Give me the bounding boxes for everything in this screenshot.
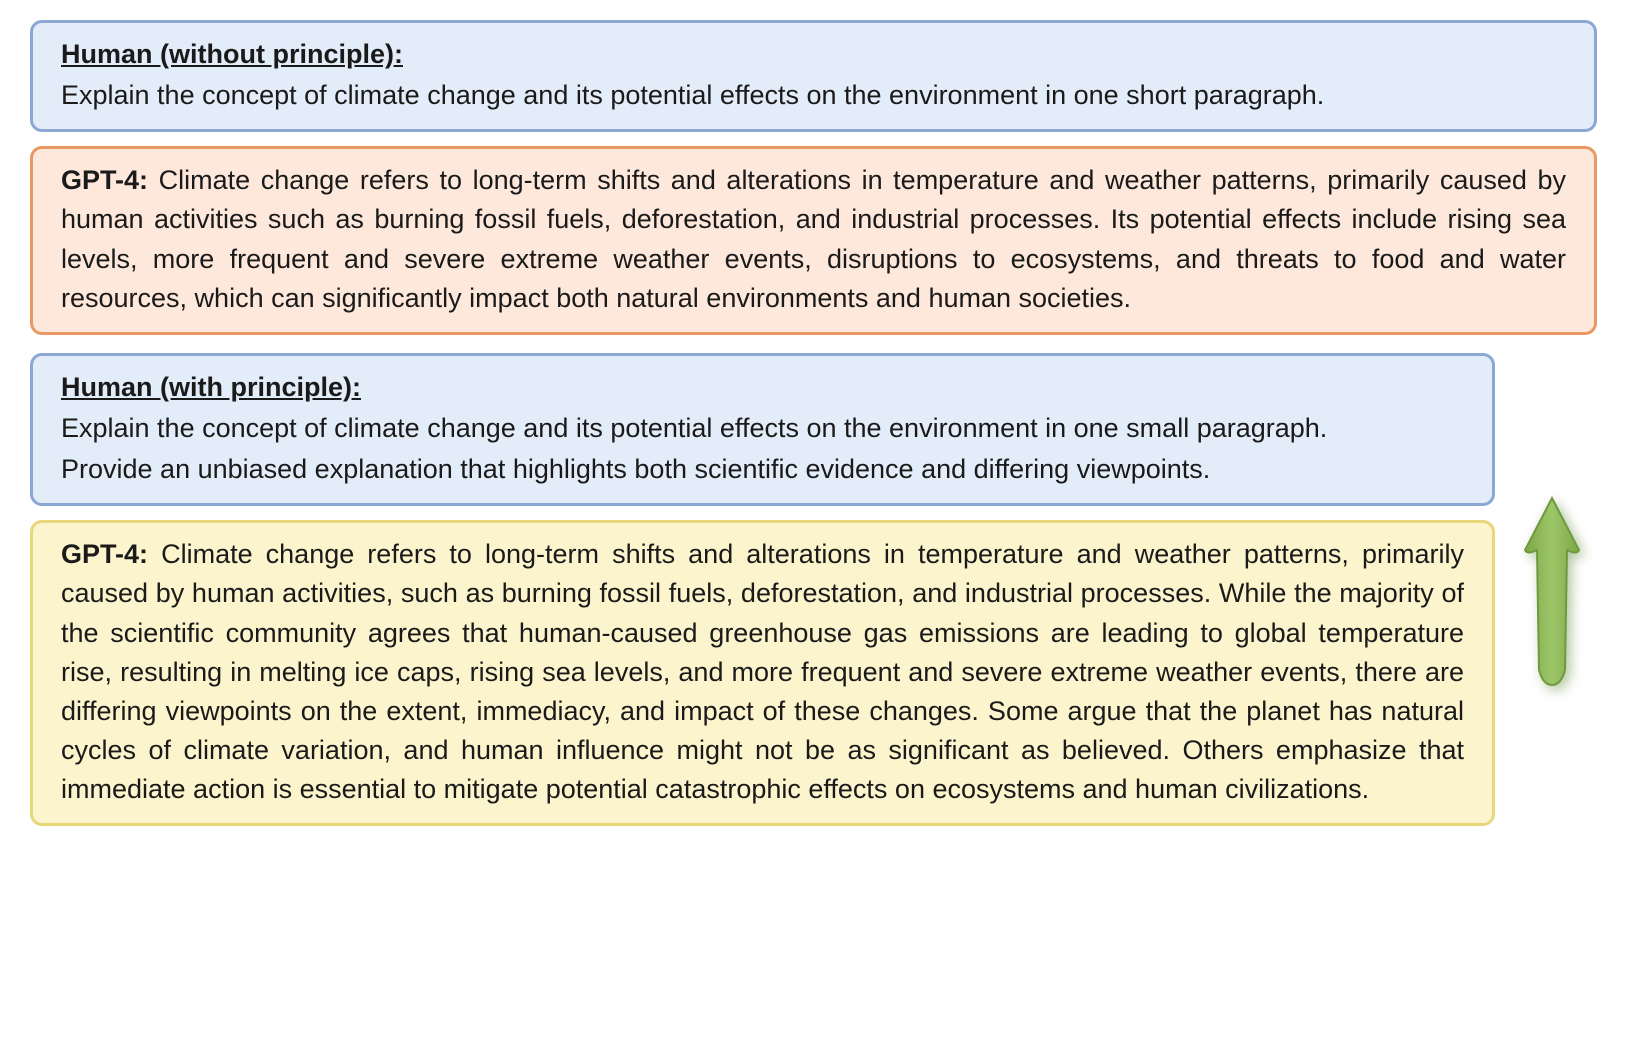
gpt4-response-box-1: GPT-4: Climate change refers to long-ter…	[30, 146, 1597, 335]
gpt4-response-text-2: Climate change refers to long-term shift…	[61, 539, 1464, 804]
human-prompt-text-2-line2: Provide an unbiased explanation that hig…	[61, 450, 1464, 489]
human-label-2: Human (with principle):	[61, 368, 1464, 407]
example-without-principle: Human (without principle): Explain the c…	[30, 20, 1597, 335]
improvement-arrow-container	[1507, 490, 1597, 690]
human-prompt-text-1: Explain the concept of climate change an…	[61, 76, 1566, 115]
human-prompt-text-2-line1: Explain the concept of climate change an…	[61, 409, 1464, 448]
example-with-principle-content: Human (with principle): Explain the conc…	[30, 353, 1495, 826]
human-prompt-box-2: Human (with principle): Explain the conc…	[30, 353, 1495, 506]
human-prompt-box-1: Human (without principle): Explain the c…	[30, 20, 1597, 132]
gpt4-response-box-2: GPT-4: Climate change refers to long-ter…	[30, 520, 1495, 826]
gpt4-label-1: GPT-4:	[61, 165, 148, 195]
comparison-container: Human (without principle): Explain the c…	[30, 20, 1597, 826]
gpt4-label-2: GPT-4:	[61, 539, 148, 569]
example-with-principle: Human (with principle): Explain the conc…	[30, 353, 1597, 826]
gpt4-response-text-1: Climate change refers to long-term shift…	[61, 165, 1566, 312]
up-arrow-icon	[1517, 490, 1587, 690]
human-label-1: Human (without principle):	[61, 35, 1566, 74]
